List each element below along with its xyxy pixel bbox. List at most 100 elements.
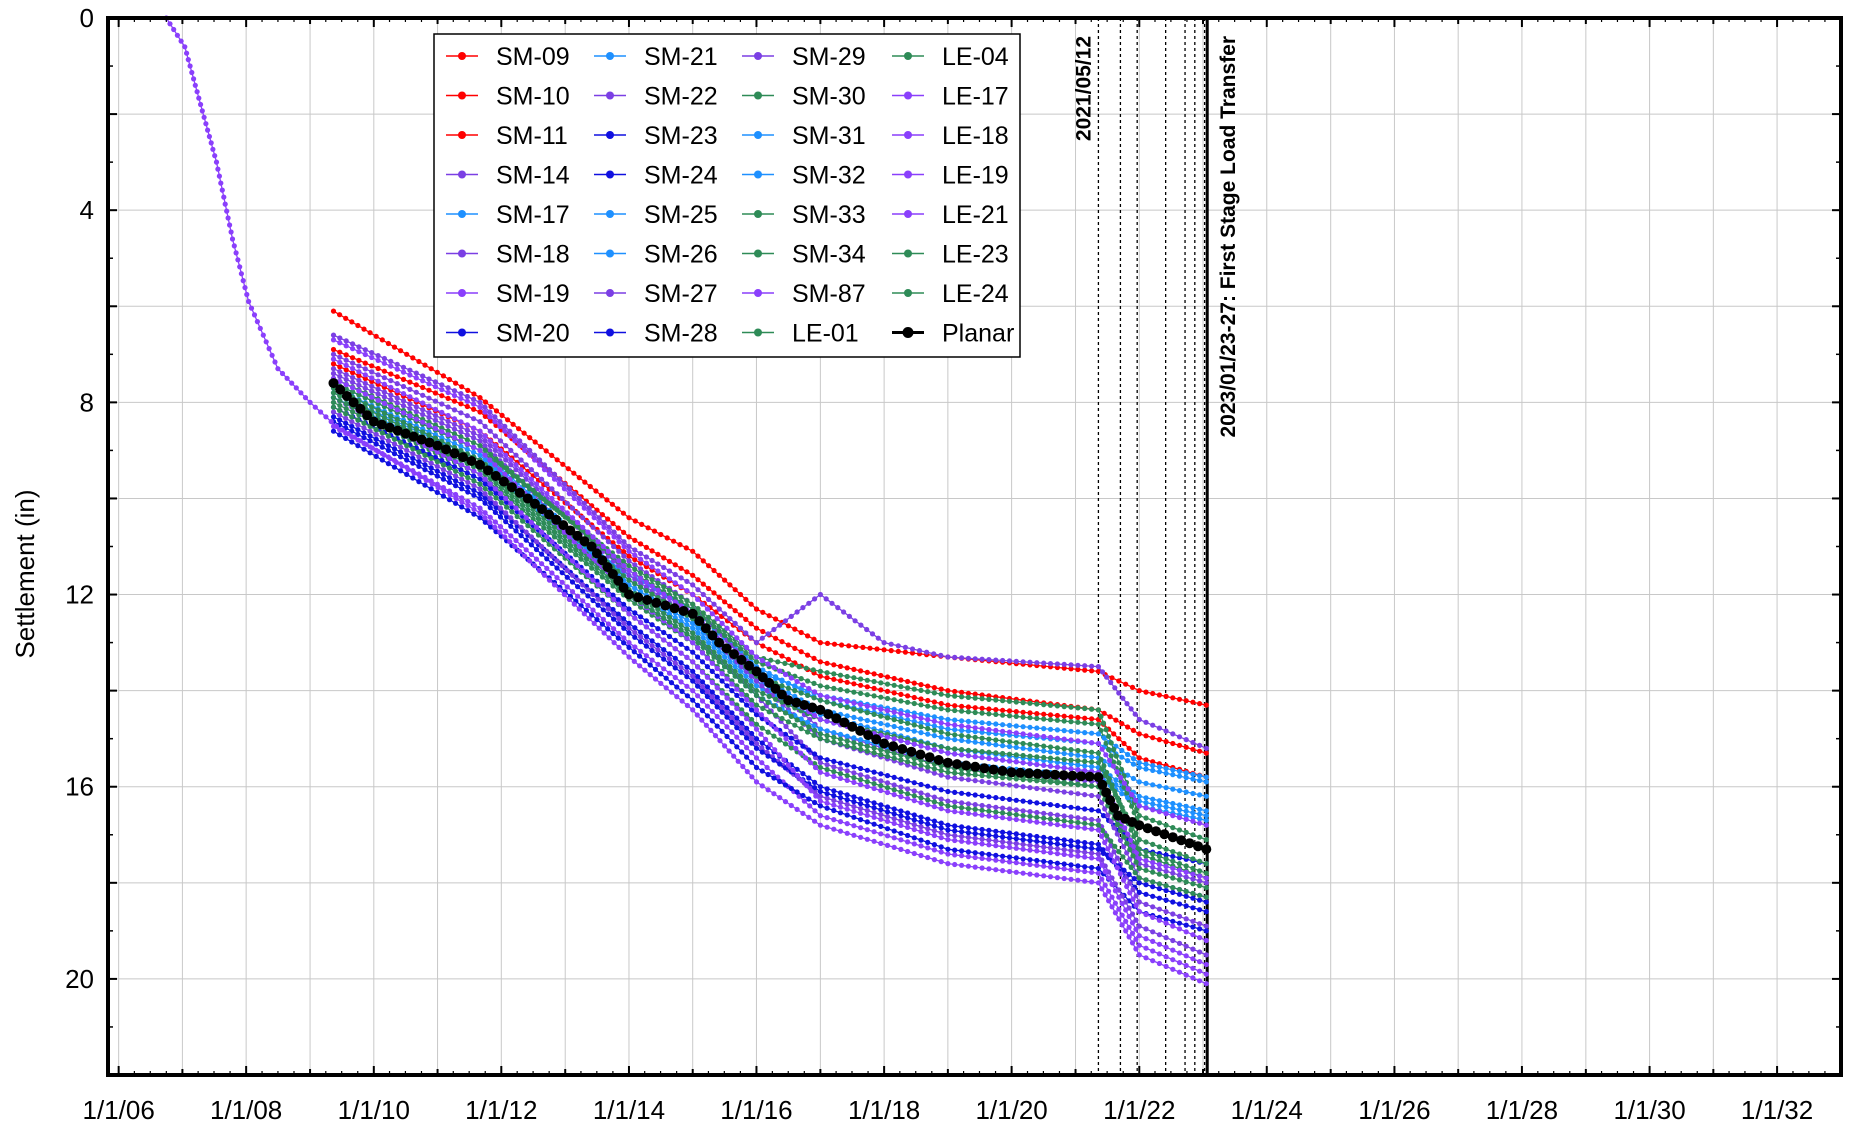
data-point [1170, 885, 1175, 890]
data-point [878, 802, 883, 807]
data-point [261, 333, 266, 338]
data-point [587, 510, 592, 515]
data-point [1062, 780, 1067, 785]
data-point [544, 549, 549, 554]
data-point [220, 188, 225, 193]
data-point [1132, 876, 1137, 881]
data-point [872, 750, 877, 755]
data-point [665, 535, 670, 540]
data-point [1122, 781, 1127, 786]
data-point [715, 714, 720, 719]
data-point [221, 195, 226, 200]
data-point [766, 787, 771, 792]
data-point [1000, 858, 1005, 863]
data-point [973, 802, 978, 807]
data-point [355, 323, 360, 328]
data-point [497, 419, 502, 424]
data-point [610, 521, 615, 526]
data-point [198, 102, 203, 107]
data-point [1143, 882, 1148, 887]
data-point [898, 684, 903, 689]
data-point [626, 640, 631, 645]
data-point [1075, 863, 1080, 868]
data-point [878, 721, 883, 726]
data-point [435, 370, 440, 375]
data-point [932, 766, 937, 771]
data-point [771, 627, 776, 632]
data-point [395, 400, 400, 405]
data-point [184, 51, 189, 56]
data-point [945, 827, 950, 832]
data-point [1164, 804, 1169, 809]
data-point [616, 534, 621, 539]
data-point [739, 711, 744, 716]
data-point [471, 502, 476, 507]
data-point [465, 404, 470, 409]
data-point [1204, 775, 1209, 780]
data-point [945, 717, 950, 722]
data-point [606, 612, 611, 617]
data-point [878, 831, 883, 836]
data-point [986, 737, 991, 742]
data-point [959, 776, 964, 781]
data-point [416, 464, 421, 469]
data-point [1177, 914, 1182, 919]
data-point [1034, 839, 1039, 844]
data-point [436, 485, 441, 490]
data-point [1170, 787, 1175, 792]
data-point [232, 243, 237, 248]
data-point [1027, 799, 1032, 804]
data-point [650, 558, 655, 563]
data-point [679, 606, 689, 616]
data-point [544, 556, 549, 561]
data-point [1119, 767, 1124, 772]
data-point [885, 722, 890, 727]
data-point [945, 832, 950, 837]
data-point [560, 462, 565, 467]
data-point [465, 399, 470, 404]
data-point [429, 470, 434, 475]
data-point [934, 755, 944, 765]
data-point [872, 679, 877, 684]
data-point [1184, 879, 1189, 884]
data-point [562, 486, 567, 491]
data-point [566, 466, 571, 471]
data-point [374, 334, 379, 339]
y-tick-label: 20 [65, 964, 94, 994]
data-point [1105, 846, 1110, 851]
data-point [838, 741, 843, 746]
data-point [831, 793, 836, 798]
data-point [667, 559, 672, 564]
data-point [701, 558, 706, 563]
data-point [1014, 846, 1019, 851]
data-point [1050, 770, 1060, 780]
data-point [395, 362, 400, 367]
data-point [845, 743, 850, 748]
data-point [446, 432, 451, 437]
data-point [1177, 769, 1182, 774]
data-point [655, 652, 660, 657]
data-point [667, 576, 672, 581]
data-point [1068, 819, 1073, 824]
data-point [952, 655, 957, 660]
data-point [729, 688, 734, 693]
data-point [448, 492, 453, 497]
data-point [918, 763, 923, 768]
data-point [452, 393, 457, 398]
data-point [754, 654, 759, 659]
data-point [596, 530, 601, 535]
data-point [1075, 815, 1080, 820]
data-point [1164, 823, 1169, 828]
data-point [966, 719, 971, 724]
data-point [616, 549, 621, 554]
data-point [695, 554, 700, 559]
data-point [539, 561, 544, 566]
data-point [865, 798, 870, 803]
data-point [674, 694, 679, 699]
data-point [337, 369, 342, 374]
data-point [477, 438, 482, 443]
data-point [594, 565, 599, 570]
data-point [337, 355, 342, 360]
data-point [522, 554, 527, 559]
data-point [499, 500, 504, 505]
